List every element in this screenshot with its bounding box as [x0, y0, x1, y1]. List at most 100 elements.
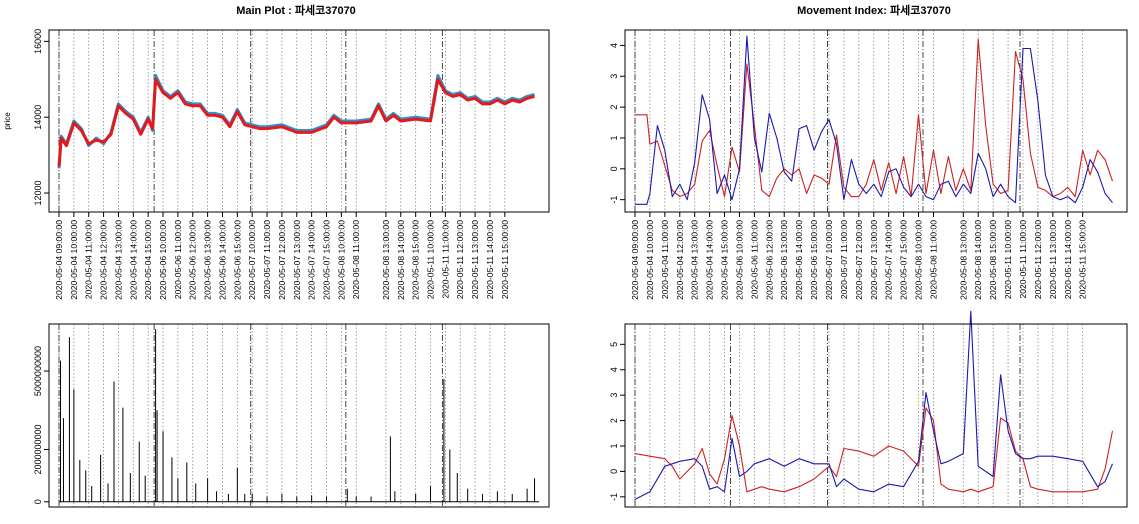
y-tick-label: 14000: [33, 105, 43, 130]
x-tick-label: 2020-05-04 09:00:00: [630, 220, 640, 300]
y-tick-label: 5000000000: [33, 346, 43, 396]
x-tick-label: 2020-05-04 12:00:00: [675, 220, 685, 300]
x-tick-label: 2020-05-11 10:00:00: [426, 220, 436, 299]
movement-index-title: Movement Index: 파세코37070: [797, 3, 951, 17]
x-tick-label: 2020-05-06 13:00:00: [203, 220, 213, 300]
y-tick-label: 2: [609, 418, 619, 423]
y-tick-label: -1: [609, 196, 619, 204]
x-tick-label: 2020-05-04 15:00:00: [143, 220, 153, 300]
x-tick-label: 2020-05-07 14:00:00: [307, 220, 317, 300]
x-tick-label: 2020-05-06 12:00:00: [188, 220, 198, 300]
x-tick-label: 2020-05-08 13:00:00: [381, 220, 391, 300]
movement-plot-area: -1 0 1 2 3 4 2020-05-04 09:00:00 2020-05-04 10:…: [609, 29, 1128, 300]
y-tick-label: 16000: [33, 29, 43, 54]
x-tick-label: 2020-05-07 10:00:00: [247, 220, 257, 300]
y-tick-label: 0: [609, 166, 619, 171]
y-tick-label: 1: [609, 443, 619, 448]
x-tick-label: 2020-05-11 11:00:00: [440, 220, 450, 299]
y-tick-label: 12000: [33, 181, 43, 206]
x-tick-label: 2020-05-11 14:00:00: [485, 220, 495, 299]
x-tick-label: 2020-05-07 11:00:00: [262, 220, 272, 299]
x-tick-label: 2020-05-06 10:00:00: [734, 220, 744, 300]
x-tick-label: 2020-05-11 11:00:00: [1018, 220, 1028, 299]
y-tick-label: 3: [609, 393, 619, 398]
y-tick-label: 4: [609, 43, 619, 48]
x-tick-label: 2020-05-06 13:00:00: [779, 220, 789, 300]
panel-main-price: Main Plot : 파세코37070 12000 14000 16000 2020…: [3, 3, 550, 300]
x-tick-label: 2020-05-08 11:00:00: [928, 220, 938, 299]
series-line: [57, 77, 535, 167]
plot-frame: [48, 323, 550, 508]
plot-frame: [624, 323, 1128, 508]
x-tick-label: 2020-05-11 10:00:00: [1003, 220, 1013, 299]
x-tick-label: 2020-05-07 12:00:00: [854, 220, 864, 300]
y-tick-label: 5: [609, 342, 619, 347]
x-tick-label: 2020-05-11 12:00:00: [455, 220, 465, 299]
x-tick-label: 2020-05-08 13:00:00: [958, 220, 968, 300]
x-tick-label: 2020-05-04 13:00:00: [113, 220, 123, 300]
x-tick-label: 2020-05-06 11:00:00: [749, 220, 759, 299]
plot-frame: [48, 29, 550, 213]
x-tick-label: 2020-05-04 13:00:00: [690, 220, 700, 300]
volume-plot-area: 0 2000000000 5000000000: [33, 323, 550, 508]
x-tick-label: 2020-05-06 14:00:00: [794, 220, 804, 300]
y-axis-label: price: [3, 112, 12, 130]
movement-plot-area-2: -1 0 1 2 3 4 5: [609, 310, 1128, 508]
panel-movement-index: Movement Index: 파세코37070 -1 0 1 2 3 4 2020-05-…: [609, 3, 1128, 300]
series-line: [634, 310, 1114, 500]
price-plot-area: 12000 14000 16000 2020-05-04 09:00:00 2020-0…: [3, 29, 550, 300]
y-tick-label: 2: [609, 105, 619, 110]
x-tick-label: 2020-05-08 10:00:00: [336, 220, 346, 300]
y-tick-label: 0: [609, 469, 619, 474]
x-tick-label: 2020-05-08 15:00:00: [411, 220, 421, 300]
x-tick-label: 2020-05-11 13:00:00: [1048, 220, 1058, 299]
x-tick-label: 2020-05-07 13:00:00: [869, 220, 879, 300]
x-tick-label: 2020-05-08 10:00:00: [914, 220, 924, 300]
x-tick-label: 2020-05-04 09:00:00: [54, 220, 64, 300]
x-tick-label: 2020-05-11 13:00:00: [470, 220, 480, 299]
x-tick-label: 2020-05-06 15:00:00: [809, 220, 819, 300]
x-tick-label: 2020-05-06 11:00:00: [173, 220, 183, 299]
x-tick-label: 2020-05-04 14:00:00: [705, 220, 715, 300]
x-tick-label: 2020-05-04 11:00:00: [84, 220, 94, 299]
x-tick-label: 2020-05-07 15:00:00: [321, 220, 331, 300]
x-tick-label: 2020-05-06 15:00:00: [232, 220, 242, 300]
panel-volume: 0 2000000000 5000000000: [33, 323, 550, 508]
main-plot-title: Main Plot : 파세코37070: [236, 3, 356, 17]
y-tick-label: 4: [609, 367, 619, 372]
x-tick-label: 2020-05-06 12:00:00: [764, 220, 774, 300]
x-tick-label: 2020-05-08 14:00:00: [396, 220, 406, 300]
y-tick-label: -1: [609, 493, 619, 501]
x-tick-label: 2020-05-07 15:00:00: [899, 220, 909, 300]
x-tick-label: 2020-05-08 11:00:00: [351, 220, 361, 299]
x-tick-label: 2020-05-07 14:00:00: [884, 220, 894, 300]
x-tick-label: 2020-05-06 14:00:00: [217, 220, 227, 300]
series-line: [635, 35, 1113, 205]
x-tick-label: 2020-05-07 10:00:00: [824, 220, 834, 300]
x-tick-label: 2020-05-07 12:00:00: [277, 220, 287, 300]
y-tick-label: 3: [609, 74, 619, 79]
x-tick-label: 2020-05-07 11:00:00: [839, 220, 849, 299]
panel-movement-index-2: -1 0 1 2 3 4 5: [609, 310, 1128, 508]
x-tick-label: 2020-05-07 13:00:00: [292, 220, 302, 300]
x-tick-label: 2020-05-08 15:00:00: [988, 220, 998, 300]
x-tick-label: 2020-05-11 15:00:00: [500, 220, 510, 299]
y-tick-label: 0: [33, 499, 43, 504]
x-tick-label: 2020-05-04 12:00:00: [99, 220, 109, 300]
y-tick-label: 2000000000: [33, 424, 43, 474]
x-tick-label: 2020-05-11 14:00:00: [1063, 220, 1073, 299]
x-tick-label: 2020-05-04 10:00:00: [645, 220, 655, 300]
x-tick-label: 2020-05-06 10:00:00: [158, 220, 168, 300]
x-tick-label: 2020-05-04 10:00:00: [69, 220, 79, 300]
series-line: [635, 38, 1114, 198]
plot-frame: [624, 29, 1128, 213]
x-tick-label: 2020-05-08 14:00:00: [973, 220, 983, 300]
x-tick-label: 2020-05-11 12:00:00: [1033, 220, 1043, 299]
y-tick-label: 1: [609, 135, 619, 140]
series-line: [634, 407, 1114, 493]
x-tick-label: 2020-05-04 11:00:00: [660, 220, 670, 299]
x-tick-label: 2020-05-04 14:00:00: [128, 220, 138, 300]
x-tick-label: 2020-05-11 15:00:00: [1078, 220, 1088, 299]
x-tick-label: 2020-05-04 15:00:00: [720, 220, 730, 300]
